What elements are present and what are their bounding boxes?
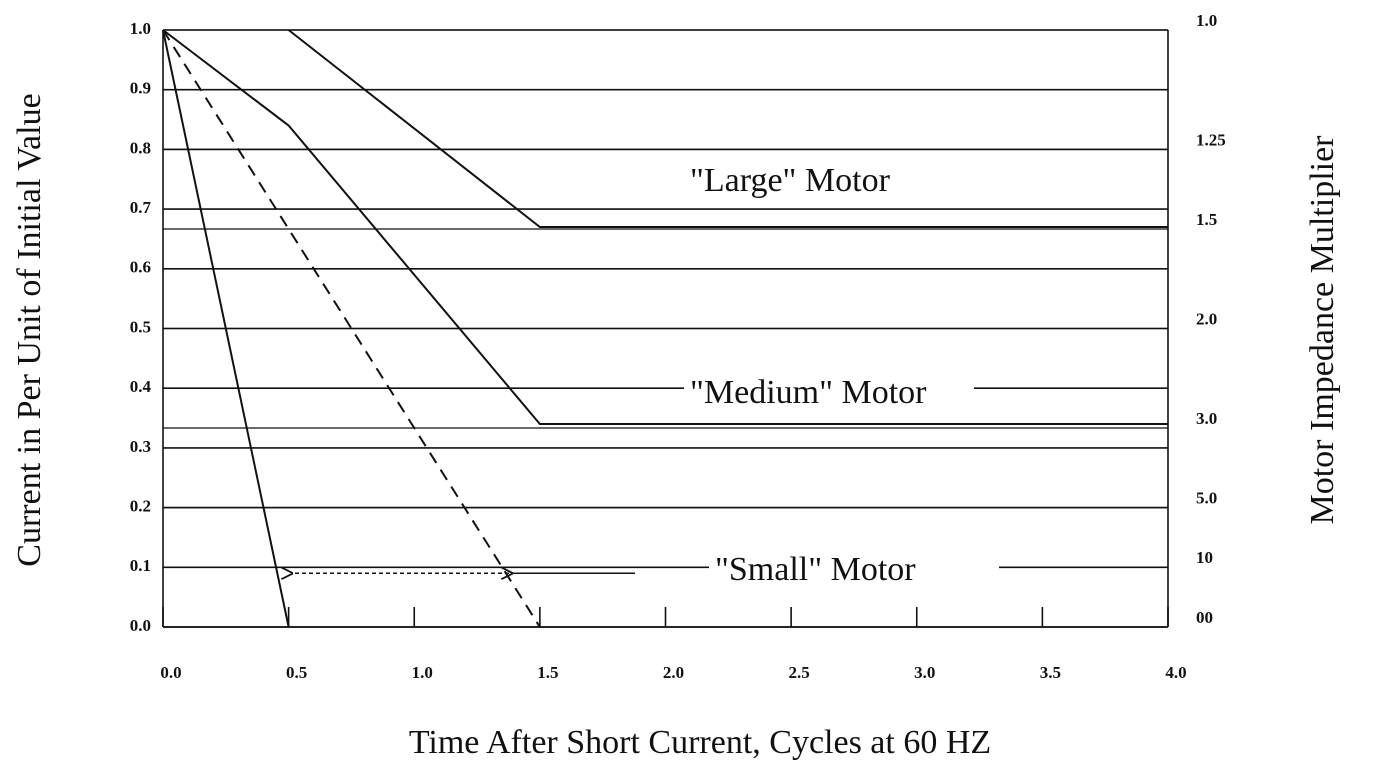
y-tick-label: 0.0 (130, 616, 151, 635)
y-tick-label: 0.3 (130, 437, 151, 456)
x-tick-label: 0.5 (286, 663, 307, 682)
y-tick-label: 0.1 (130, 556, 151, 575)
series-label: "Large" Motor (690, 162, 891, 199)
y2-tick-label: 1.25 (1196, 130, 1226, 149)
x-tick-label: 3.5 (1040, 663, 1061, 682)
x-tick-label: 1.0 (412, 663, 433, 682)
y2-tick-label: 10 (1196, 548, 1213, 567)
y2-tick-label: 5.0 (1196, 489, 1217, 508)
y-tick-label: 0.5 (130, 317, 151, 336)
label-background (709, 552, 999, 592)
y-tick-label: 0.6 (130, 258, 151, 277)
series-label: "Small" Motor (715, 551, 916, 588)
y2-axis-title: Motor Impedance Multiplier (1304, 135, 1341, 525)
y2-tick-label: 00 (1196, 608, 1213, 627)
y-tick-label: 0.8 (130, 138, 151, 157)
x-tick-label: 4.0 (1165, 663, 1186, 682)
series-line (288, 29, 1168, 229)
y-tick-label: 0.9 (130, 79, 151, 98)
y-tick-label: 0.7 (130, 198, 152, 217)
x-tick-label: 1.5 (537, 663, 558, 682)
y-axis-title: Current in Per Unit of Initial Value (11, 93, 48, 566)
x-tick-label: 3.0 (914, 663, 935, 682)
y-tick-label: 1.0 (130, 19, 151, 38)
y2-tick-label: 1.0 (1196, 11, 1217, 30)
x-tick-label: 0.0 (160, 663, 181, 682)
series-line (162, 29, 1168, 426)
label-background (684, 163, 974, 203)
y2-tick-label: 2.0 (1196, 309, 1217, 328)
y-tick-label: 0.2 (130, 497, 151, 516)
x-tick-label: 2.5 (789, 663, 810, 682)
y2-tick-label: 3.0 (1196, 409, 1217, 428)
series-line (162, 29, 290, 628)
y2-tick-label: 1.5 (1196, 210, 1217, 229)
series-line (162, 29, 541, 628)
x-tick-label: 2.0 (663, 663, 684, 682)
y-tick-label: 0.4 (130, 377, 152, 396)
series-label: "Medium" Motor (690, 374, 927, 411)
label-background (684, 375, 974, 415)
x-axis-title: Time After Short Current, Cycles at 60 H… (409, 724, 991, 761)
